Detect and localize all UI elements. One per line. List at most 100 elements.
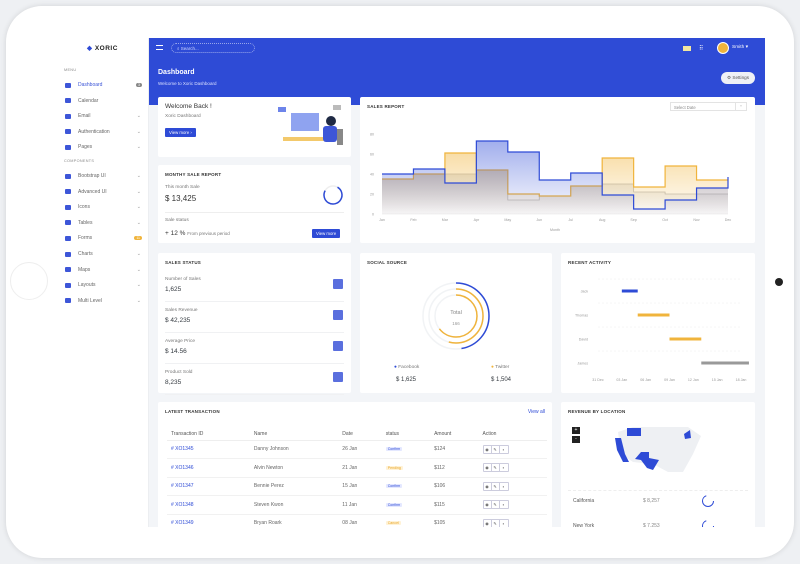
name-cell: Steven Kwon: [249, 495, 339, 515]
sidebar-item-pages[interactable]: Pages ⌄: [65, 142, 143, 152]
y-tick-label: 20: [370, 193, 374, 197]
date-cell: 11 Jan: [338, 495, 382, 515]
activity-row-label: Thomas: [575, 314, 588, 318]
map-zoom-in-button[interactable]: +: [572, 427, 580, 434]
date-cell: 26 Jan: [338, 440, 382, 459]
chevron-down-icon: ⌄: [136, 173, 141, 179]
total-label: Total: [450, 310, 462, 316]
edit-icon[interactable]: ✎: [492, 482, 500, 490]
camera-icon: [775, 278, 783, 286]
calendar-icon[interactable]: ▫: [735, 103, 746, 110]
view-icon[interactable]: ◉: [484, 501, 492, 509]
sidebar-item-authentication[interactable]: Authentication ⌄: [65, 127, 143, 137]
menu-toggle-icon[interactable]: [156, 45, 163, 50]
twitter-arc-inner: [434, 294, 478, 338]
social-source-card: SOCIAL SOURCE Total 166 ● Facebook $ 1,6…: [360, 253, 552, 393]
select-date-input[interactable]: Select Date ▫: [670, 102, 747, 111]
sidebar-item-icons[interactable]: Icons ⌄: [65, 202, 143, 212]
column-header: Amount: [430, 428, 479, 441]
activity-x-tick: 31 Dec: [592, 378, 604, 382]
transaction-id-link[interactable]: # XO1346: [167, 458, 250, 478]
view-all-link[interactable]: View all: [527, 409, 545, 415]
sidebar-item-forms[interactable]: Forms 11: [65, 233, 143, 243]
sidebar-item-calendar[interactable]: Calendar: [65, 96, 143, 106]
edit-icon[interactable]: ✎: [492, 445, 500, 453]
activity-row-label: Jack: [581, 290, 589, 294]
transaction-id-link[interactable]: # XO1345: [167, 440, 250, 459]
avatar[interactable]: [717, 42, 729, 54]
name-cell: Alvin Newton: [249, 458, 339, 478]
pages-icon: [65, 144, 71, 150]
transaction-id-link[interactable]: # XO1349: [167, 514, 250, 527]
sidebar-item-bootstrap-ui[interactable]: Bootstrap UI ⌄: [65, 171, 143, 181]
welcome-view-more-button[interactable]: View more ›: [165, 128, 196, 137]
location-title: REVENUE BY LOCATION: [568, 409, 626, 414]
activity-x-tick: 12 Jan: [688, 378, 699, 382]
view-icon[interactable]: ◉: [484, 519, 492, 527]
chevron-down-icon: ⌄: [136, 113, 141, 120]
welcome-illustration: [278, 105, 343, 145]
stat-icon: [333, 341, 343, 351]
facebook-arc: [422, 282, 490, 350]
delete-icon[interactable]: ▪: [502, 465, 505, 471]
layouts-icon: [65, 282, 71, 288]
delete-icon[interactable]: ▪: [502, 520, 505, 526]
recent-activity-card: RECENT ACTIVITY Jack Thomas David James 31 D…: [561, 253, 755, 393]
location-row: California $ 8,257: [573, 495, 748, 516]
monthly-sale-card: MONTHY SALE REPORT This month Sale $ 13,…: [158, 165, 351, 243]
delete-icon[interactable]: ▪: [502, 483, 505, 489]
search-input[interactable]: ⌕ Search...: [171, 43, 255, 53]
facebook-legend: ● Facebook: [394, 365, 420, 370]
y-tick-label: 60: [370, 153, 374, 157]
forms-icon: [65, 235, 71, 241]
table-row: # XO1345 Danny Johnson 26 Jan Confirm $124 ◉ ✎…: [167, 440, 547, 459]
edit-icon[interactable]: ✎: [492, 464, 500, 472]
view-icon[interactable]: ◉: [484, 482, 492, 490]
series-line-2: [382, 140, 729, 210]
delete-icon[interactable]: ▪: [502, 446, 505, 452]
view-icon[interactable]: ◉: [484, 445, 492, 453]
activity-row-label: James: [577, 362, 588, 366]
monthly-view-more-button[interactable]: View more: [312, 229, 341, 238]
action-cell: ◉ ✎ ▪: [478, 514, 547, 527]
name-cell: Bennie Perez: [249, 477, 339, 496]
edit-icon[interactable]: ✎: [492, 501, 500, 509]
logo[interactable]: ◆ XORIC: [87, 45, 118, 52]
sidebar-item-dashboard[interactable]: Dashboard 3: [65, 80, 143, 90]
column-header: Date: [338, 428, 382, 441]
sidebar-item-multi-level[interactable]: Multi Level ⌄: [65, 296, 143, 306]
apps-grid-icon[interactable]: ⠿: [699, 46, 704, 52]
edit-icon[interactable]: ✎: [492, 519, 500, 527]
facebook-value: $ 1,625: [396, 377, 417, 383]
settings-button[interactable]: ⚙ Settings: [720, 72, 755, 84]
transaction-id-link[interactable]: # XO1348: [167, 495, 250, 515]
sales-report-title: SALES REPORT: [367, 104, 405, 109]
status-badge: Cancel: [385, 521, 401, 526]
flag-icon[interactable]: [683, 46, 691, 51]
sidebar-item-email[interactable]: Email ⌄: [65, 111, 143, 121]
status-badge: Confirm: [385, 484, 403, 489]
action-cell: ◉ ✎ ▪: [478, 440, 547, 459]
x-tick-label: Oct: [662, 218, 668, 222]
activity-bar: [637, 313, 670, 317]
sidebar-item-charts[interactable]: Charts ⌄: [65, 249, 143, 259]
sidebar-item-tables[interactable]: Tables ⌄: [65, 218, 143, 228]
sale-status-label: Sale status: [165, 218, 189, 223]
user-menu[interactable]: Smith ▾: [732, 45, 749, 50]
sidebar-item-maps[interactable]: Maps ⌄: [65, 265, 143, 275]
transaction-id-link[interactable]: # XO1347: [167, 477, 250, 496]
delete-icon[interactable]: ▪: [502, 502, 505, 508]
texas-region: [635, 452, 659, 470]
map-zoom-out-button[interactable]: -: [572, 436, 580, 443]
sales-report-card: SALES REPORT Select Date ▫ 0 20 40 60 80 Jan Fe…: [360, 97, 755, 243]
menu-section-label: MENU: [64, 68, 77, 72]
view-icon[interactable]: ◉: [484, 464, 492, 472]
newyork-region: [684, 430, 691, 439]
chevron-down-icon: ⌄: [136, 144, 141, 151]
status-badge: Confirm: [385, 447, 403, 452]
montana-region: [627, 428, 641, 436]
sales-status-item: Product Sold 8,235: [165, 365, 344, 395]
sidebar-item-layouts[interactable]: Layouts ⌄: [65, 280, 143, 290]
table-row: # XO1347 Bennie Perez 15 Jan Confirm $106 ◉ ✎ ▪: [167, 477, 547, 496]
sidebar-item-advanced-ui[interactable]: Advanced UI ⌄: [65, 187, 143, 197]
